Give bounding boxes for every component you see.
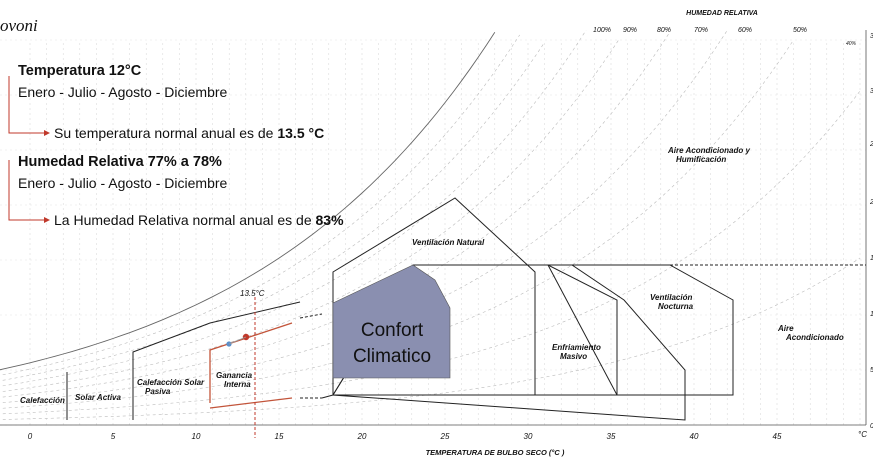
x-tick-label: 40 bbox=[690, 432, 699, 441]
rh-curve bbox=[0, 30, 587, 387]
zone-label-aire-humificacion-line: Humificación bbox=[676, 155, 726, 164]
zone-ventilacion-nocturna-2 bbox=[547, 264, 734, 396]
marker-label: 13.5°C bbox=[240, 289, 265, 298]
right-tick-label: 25 bbox=[869, 141, 873, 148]
page-title-fragment: ovoni bbox=[0, 16, 38, 35]
comfort-zone bbox=[332, 264, 451, 379]
rh-curve bbox=[0, 42, 545, 382]
zone-label-pasiva: Calefacción Solar Pasiva bbox=[137, 378, 205, 396]
x-tick-label: 35 bbox=[607, 432, 616, 441]
x-unit-label: °C bbox=[858, 430, 867, 439]
zone-label-ganancia: Ganancia Interna bbox=[216, 371, 253, 389]
rh-tick-label: 90% bbox=[623, 27, 637, 34]
zone-label-aire: Aire Acondicionado bbox=[777, 324, 844, 342]
zone-label-pasiva-line: Calefacción Solar bbox=[137, 378, 205, 387]
temperature-note-value: 13.5 °C bbox=[277, 125, 325, 141]
comfort-label: Confort bbox=[361, 320, 424, 341]
x-tick-label: 0 bbox=[28, 432, 33, 441]
x-tick-label: 45 bbox=[773, 432, 782, 441]
humidity-months: Enero - Julio - Agosto - Diciembre bbox=[18, 175, 228, 191]
rh-tick-label: 100% bbox=[593, 27, 611, 34]
x-tick-label: 25 bbox=[440, 432, 450, 441]
humidity-heading: Humedad Relativa 77% a 78% bbox=[18, 154, 222, 170]
rh-tick-label: 70% bbox=[694, 27, 708, 34]
rh-axis-label: HUMEDAD RELATIVA bbox=[686, 10, 758, 17]
right-tick-label: 0 bbox=[870, 423, 873, 430]
right-tick-label: 30 bbox=[870, 88, 873, 95]
right-tick-label: 35 bbox=[870, 33, 873, 40]
right-tick-label: 20 bbox=[869, 199, 873, 206]
zone-label-enfriamiento-line: Enfriamiento bbox=[552, 343, 601, 352]
rh-curve bbox=[0, 38, 620, 393]
zone-ventilacion-bottom bbox=[321, 394, 334, 399]
x-tick-labels: 0 5 10 15 20 25 30 35 40 45 bbox=[28, 432, 782, 441]
x-axis-label: TEMPERATURA DE BULBO SECO (°C ) bbox=[426, 448, 565, 457]
zone-label-enfriamiento: Enfriamiento Masivo bbox=[552, 343, 601, 361]
x-tick-label: 20 bbox=[357, 432, 367, 441]
zone-calefaccion-solar-pasiva bbox=[132, 301, 301, 420]
zone-label-aire-humificacion-line: Aire Acondicionado y bbox=[667, 146, 750, 155]
rh-curve bbox=[0, 32, 496, 371]
zone-label-ventilacion-nocturna: Ventilación Nocturna bbox=[650, 293, 694, 311]
temperature-heading: Temperatura 12°C bbox=[18, 63, 142, 79]
temperature-note: Su temperatura normal anual es de 13.5 °… bbox=[54, 125, 324, 141]
annotation-connectors bbox=[8, 76, 44, 221]
zone-label-ganancia-line: Ganancia bbox=[216, 371, 253, 380]
rh-tick-label: 80% bbox=[657, 27, 671, 34]
humidity-note-prefix: La Humedad Relativa normal anual es de bbox=[54, 212, 316, 228]
temperature-months: Enero - Julio - Agosto - Diciembre bbox=[18, 84, 228, 100]
chart-grid bbox=[0, 30, 867, 426]
zone-label-aire-line: Acondicionado bbox=[785, 333, 844, 342]
zone-label-ventilacion-nocturna-line: Nocturna bbox=[658, 302, 694, 311]
right-tick-label: 5 bbox=[870, 367, 873, 374]
right-tick-label: 15 bbox=[870, 255, 873, 262]
arrow-head-2 bbox=[44, 217, 50, 223]
right-tick-labels: 35 30 25 20 15 10 5 0 bbox=[869, 33, 873, 430]
comfort-label-2: Climatico bbox=[353, 346, 431, 367]
x-tick-label: 10 bbox=[192, 432, 201, 441]
rh-tick-label: 60% bbox=[738, 27, 752, 34]
zone-label-ventilacion-natural: Ventilación Natural bbox=[412, 238, 485, 247]
zone-label-calefaccion: Calefacción bbox=[20, 396, 65, 405]
rh-tick-label: 40% bbox=[846, 41, 857, 47]
zone-label-solar-activa: Solar Activa bbox=[75, 393, 121, 402]
temperature-note-prefix: Su temperatura normal anual es de bbox=[54, 125, 278, 141]
rh-curve bbox=[0, 90, 861, 415]
rh-curve bbox=[0, 34, 520, 376]
humidity-note: La Humedad Relativa normal anual es de 8… bbox=[54, 212, 344, 228]
zone-label-aire-humificacion: Aire Acondicionado y Humificación bbox=[667, 146, 750, 164]
zone-label-enfriamiento-line: Masivo bbox=[560, 352, 587, 361]
zone-label-ventilacion-nocturna-line: Ventilación bbox=[650, 293, 692, 302]
gain-zone-bottom bbox=[209, 397, 293, 409]
x-tick-label: 5 bbox=[111, 432, 116, 441]
zone-label-aire-line: Aire bbox=[777, 324, 794, 333]
zone-dashed-upper bbox=[299, 313, 323, 319]
rh-tick-label: 50% bbox=[793, 27, 807, 34]
zone-label-pasiva-line: Pasiva bbox=[145, 387, 171, 396]
x-tick-label: 15 bbox=[275, 432, 284, 441]
rh-tick-labels: 100% 90% 80% 70% 60% 50% 40% bbox=[593, 27, 857, 47]
humidity-note-value: 83% bbox=[315, 212, 344, 228]
point-connector bbox=[228, 336, 247, 345]
arrow-head-1 bbox=[44, 130, 50, 136]
x-tick-label: 30 bbox=[524, 432, 533, 441]
gain-zone-outline bbox=[209, 322, 293, 403]
right-tick-label: 10 bbox=[870, 311, 873, 318]
zone-label-ganancia-line: Interna bbox=[224, 380, 251, 389]
